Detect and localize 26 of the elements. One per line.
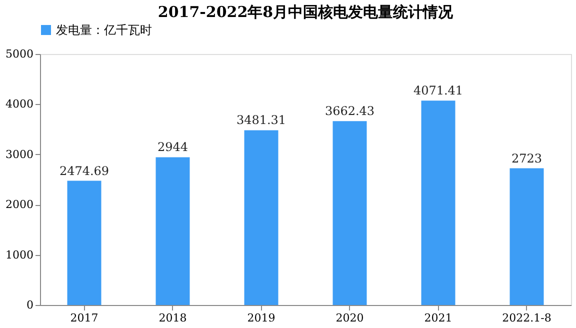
x-tick-label: 2017 (70, 312, 98, 324)
x-tick-label: 2021 (424, 312, 452, 324)
y-tick-label: 1000 (6, 248, 34, 262)
legend-label: 发电量：亿千瓦时 (56, 23, 152, 37)
bar (244, 130, 278, 305)
bar (67, 180, 102, 305)
chart-title: 2017-2022年8月中国核电发电量统计情况 (158, 3, 454, 21)
x-tick-label: 2019 (247, 312, 276, 324)
y-tick-label: 0 (26, 298, 34, 312)
data-label: 3662.43 (324, 104, 375, 118)
data-label: 2474.69 (59, 164, 110, 178)
x-tick-label: 2022.1-8 (502, 312, 552, 324)
data-label: 3481.31 (236, 113, 286, 128)
data-label: 4071.41 (413, 84, 464, 98)
data-label: 2723 (511, 151, 542, 166)
data-label: 2944 (157, 140, 188, 154)
bar (332, 121, 367, 305)
bar (156, 157, 190, 305)
bar (421, 100, 456, 305)
bar (510, 168, 544, 305)
y-tick-label: 4000 (6, 98, 34, 111)
y-tick-label: 3000 (6, 148, 34, 161)
x-tick-label: 2018 (158, 312, 187, 324)
y-tick-label: 5000 (6, 48, 34, 60)
x-tick-label: 2020 (336, 312, 364, 324)
y-tick-label: 2000 (6, 198, 34, 212)
